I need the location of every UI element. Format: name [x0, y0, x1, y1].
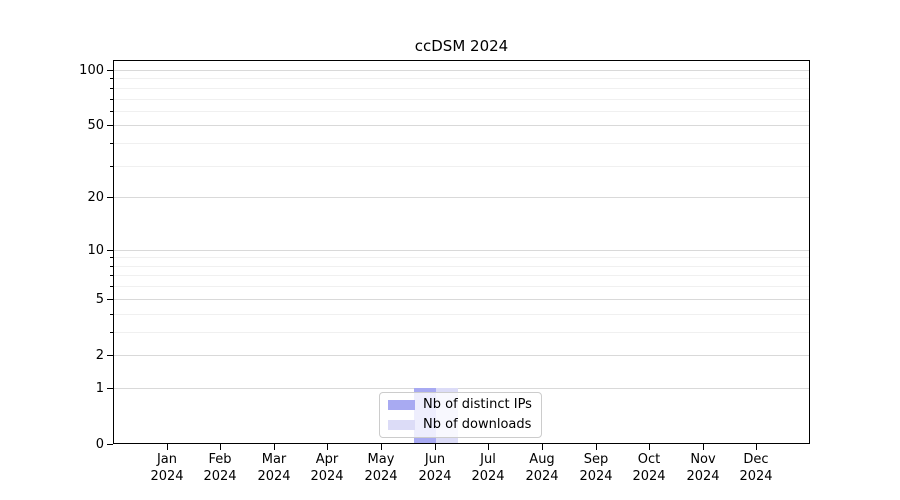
- x-axis-tick: [435, 444, 436, 450]
- y-axis-minor-tick: [110, 99, 113, 100]
- y-axis-tick: [107, 299, 113, 300]
- y-axis-minor-tick: [110, 257, 113, 258]
- legend: Nb of distinct IPs Nb of downloads: [379, 392, 542, 438]
- minor-gridline: [114, 266, 809, 267]
- x-axis-tick: [381, 444, 382, 450]
- x-axis-tick: [220, 444, 221, 450]
- x-tick-label: Jun 2024: [418, 452, 452, 484]
- y-axis-tick: [107, 250, 113, 251]
- plot-area: [114, 61, 809, 443]
- major-gridline: [114, 299, 809, 300]
- x-axis-tick: [703, 444, 704, 450]
- x-tick-label: Jan 2024: [150, 452, 184, 484]
- y-axis-minor-tick: [110, 275, 113, 276]
- x-axis-tick: [649, 444, 650, 450]
- x-tick-label: Oct 2024: [632, 452, 666, 484]
- y-tick-label: 10: [87, 243, 104, 258]
- major-gridline: [114, 70, 809, 71]
- x-tick-label: Sep 2024: [579, 452, 613, 484]
- x-axis-tick: [167, 444, 168, 450]
- y-tick-label: 1: [95, 381, 104, 396]
- y-axis-tick: [107, 355, 113, 356]
- plot-frame: [113, 60, 810, 444]
- major-gridline: [114, 355, 809, 356]
- legend-item-downloads: Nb of downloads: [388, 417, 532, 433]
- minor-gridline: [114, 257, 809, 258]
- y-axis-minor-tick: [110, 266, 113, 267]
- y-axis-minor-tick: [110, 88, 113, 89]
- y-tick-label: 50: [87, 118, 104, 133]
- minor-gridline: [114, 166, 809, 167]
- y-axis-minor-tick: [110, 286, 113, 287]
- y-axis-tick: [107, 70, 113, 71]
- x-tick-label: Apr 2024: [310, 452, 344, 484]
- y-axis-minor-tick: [110, 166, 113, 167]
- x-tick-label: Dec 2024: [739, 452, 773, 484]
- y-axis-tick: [107, 197, 113, 198]
- x-tick-label: Feb 2024: [203, 452, 237, 484]
- x-axis-tick: [488, 444, 489, 450]
- y-axis-tick: [107, 388, 113, 389]
- x-tick-label: May 2024: [364, 452, 398, 484]
- legend-swatch-distinct-ips-icon: [388, 400, 415, 410]
- y-axis-minor-tick: [110, 143, 113, 144]
- x-axis-tick: [542, 444, 543, 450]
- x-axis-tick: [274, 444, 275, 450]
- y-axis-tick: [107, 125, 113, 126]
- minor-gridline: [114, 286, 809, 287]
- minor-gridline: [114, 111, 809, 112]
- minor-gridline: [114, 78, 809, 79]
- major-gridline: [114, 125, 809, 126]
- y-axis-tick: [107, 444, 113, 445]
- legend-label-distinct-ips: Nb of distinct IPs: [423, 397, 532, 412]
- legend-swatch-downloads-icon: [388, 420, 415, 430]
- x-tick-label: Nov 2024: [686, 452, 720, 484]
- x-tick-label: Jul 2024: [471, 452, 505, 484]
- y-tick-label: 2: [95, 348, 104, 363]
- major-gridline: [114, 388, 809, 389]
- y-axis-minor-tick: [110, 314, 113, 315]
- y-tick-label: 5: [95, 292, 104, 307]
- y-axis-minor-tick: [110, 78, 113, 79]
- y-tick-label: 0: [95, 437, 104, 452]
- minor-gridline: [114, 275, 809, 276]
- minor-gridline: [114, 314, 809, 315]
- y-axis-minor-tick: [110, 332, 113, 333]
- x-axis-tick: [327, 444, 328, 450]
- minor-gridline: [114, 143, 809, 144]
- y-tick-label: 100: [79, 63, 104, 78]
- chart-title: ccDSM 2024: [414, 37, 509, 55]
- major-gridline: [114, 250, 809, 251]
- minor-gridline: [114, 88, 809, 89]
- x-tick-label: Aug 2024: [525, 452, 559, 484]
- minor-gridline: [114, 332, 809, 333]
- minor-gridline: [114, 99, 809, 100]
- legend-label-downloads: Nb of downloads: [423, 417, 532, 432]
- y-axis-minor-tick: [110, 111, 113, 112]
- x-tick-label: Mar 2024: [257, 452, 291, 484]
- x-axis-tick: [596, 444, 597, 450]
- legend-item-distinct-ips: Nb of distinct IPs: [388, 397, 532, 413]
- y-tick-label: 20: [87, 190, 104, 205]
- x-axis-tick: [756, 444, 757, 450]
- major-gridline: [114, 197, 809, 198]
